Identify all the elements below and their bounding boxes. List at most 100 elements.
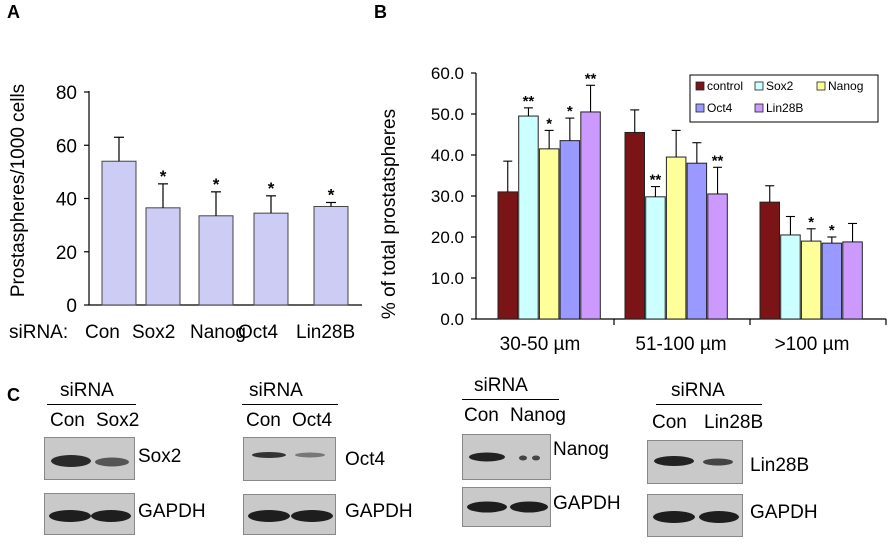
blot-header-underline	[462, 399, 559, 400]
y-axis-label: % of total prostatspheres	[380, 109, 400, 319]
blot-target-label: Sox2	[138, 446, 182, 467]
blot-lane-label: Lin28B	[704, 412, 764, 433]
y-tick-label: 50.0	[431, 105, 464, 124]
y-tick-label: 0	[66, 296, 77, 317]
blot-lane-label: Oct4	[292, 410, 333, 431]
blot-gapdh-band-box	[44, 493, 135, 535]
blot-target-band-box	[44, 437, 135, 480]
x-tick-label: 51-100 µm	[635, 334, 726, 355]
legend-swatch	[754, 103, 764, 113]
blot-gapdh-label: GAPDH	[345, 501, 413, 522]
bar	[538, 148, 560, 320]
blot-target-band-box	[243, 437, 336, 481]
blot-header: siRNA	[249, 380, 303, 401]
bar	[313, 205, 349, 306]
legend-swatch	[695, 81, 705, 91]
legend-label: Oct4	[707, 101, 733, 115]
y-tick-label: 40.0	[431, 146, 464, 165]
legend-swatch	[816, 81, 826, 91]
significance-marker: *	[829, 222, 835, 239]
legend-swatch	[754, 81, 764, 91]
x-tick-label: Con	[85, 322, 120, 343]
blot-lane-label: Nanog	[510, 405, 566, 426]
panel-label-c: C	[7, 385, 20, 405]
bar	[780, 234, 801, 320]
panel-label-a: A	[7, 2, 20, 22]
y-tick-label: 60.0	[431, 64, 464, 83]
y-tick-label: 0.0	[440, 310, 464, 329]
blot-lane-label: Con	[50, 410, 85, 431]
y-tick-label: 40	[56, 190, 77, 211]
y-tick-label: 10.0	[431, 269, 464, 288]
blot-lane-label: Con	[246, 410, 281, 431]
significance-marker: **	[712, 152, 724, 169]
bar	[624, 131, 645, 320]
bar	[101, 160, 137, 306]
blot-oct4: siRNA Con Oct4 Oct4 GAPDH	[230, 380, 450, 542]
blot-target-band-box	[462, 434, 551, 480]
bar	[821, 242, 843, 320]
blot-gapdh-label: GAPDH	[138, 501, 206, 522]
bar	[580, 111, 601, 320]
significance-marker: *	[213, 175, 220, 194]
bar	[842, 241, 863, 320]
x-tick-label: Lin28B	[296, 322, 355, 343]
legend-label: Sox2	[766, 79, 794, 93]
x-axis-prefix: siRNA:	[9, 322, 68, 343]
bar	[707, 193, 728, 320]
blot-header: siRNA	[671, 380, 725, 401]
x-tick-label: 30-50 µm	[500, 334, 581, 355]
significance-marker: *	[328, 185, 335, 204]
y-tick-label: 20.0	[431, 228, 464, 247]
y-tick-label: 80	[56, 83, 77, 104]
blot-lane-label: Con	[464, 405, 499, 426]
chart-panel-a: 0 20 40 60 80 Prostaspheres/1000 cells * * * * siR…	[8, 83, 362, 343]
x-tick-label: Nanog	[190, 322, 246, 343]
y-axis-label: Prostaspheres/1000 cells	[8, 84, 29, 297]
bar	[253, 212, 289, 306]
panel-label-b: B	[374, 2, 387, 22]
legend-box	[689, 74, 879, 123]
bar	[759, 201, 780, 320]
bar	[559, 140, 581, 320]
significance-marker: *	[808, 214, 814, 231]
significance-marker: *	[567, 103, 573, 120]
blot-gapdh-label: GAPDH	[750, 502, 818, 523]
blot-gapdh-band-box	[243, 494, 336, 535]
legend-swatch	[695, 103, 705, 113]
significance-marker: **	[585, 70, 597, 87]
blot-header-underline	[656, 404, 762, 405]
bar	[665, 156, 687, 320]
x-tick-label: >100 µm	[775, 334, 850, 355]
bar	[686, 162, 708, 320]
blot-gapdh-label: GAPDH	[553, 493, 621, 514]
blot-target-label: Nanog	[553, 439, 609, 460]
significance-marker: **	[650, 172, 662, 189]
y-tick-label: 20	[56, 243, 77, 264]
significance-marker: **	[523, 93, 535, 110]
blot-header-underline	[47, 404, 136, 405]
bar	[198, 215, 234, 306]
blot-lane-label: Con	[652, 412, 687, 433]
bar	[645, 196, 666, 320]
blot-gapdh-band-box	[647, 494, 743, 537]
x-tick-label: Oct4	[238, 322, 279, 343]
significance-marker: *	[546, 115, 552, 132]
legend-label: control	[707, 79, 743, 93]
y-tick-label: 60	[56, 136, 77, 157]
blot-sox2: siRNA Con Sox2 Sox2 GAPDH	[0, 380, 230, 542]
blot-lin28b: siRNA Con Lin28B Lin28B GAPDH	[640, 380, 887, 542]
legend-label: Nanog	[828, 79, 863, 93]
blot-header-underline	[242, 404, 338, 405]
blot-gapdh-band-box	[462, 487, 551, 527]
blot-header: siRNA	[474, 375, 528, 396]
bar	[800, 240, 822, 320]
blot-target-label: Oct4	[345, 449, 386, 470]
significance-marker: *	[268, 179, 275, 198]
legend-label: Lin28B	[766, 101, 803, 115]
y-tick-label: 30.0	[431, 187, 464, 206]
blot-nanog: siRNA Con Nanog Nanog GAPDH	[450, 375, 650, 542]
chart-panel-b: 0.0 10.0 20.0 30.0 40.0 50.0 60.0 % of total pr…	[380, 64, 887, 355]
x-tick-label: Sox2	[132, 322, 175, 343]
blot-target-band-box	[647, 440, 743, 484]
